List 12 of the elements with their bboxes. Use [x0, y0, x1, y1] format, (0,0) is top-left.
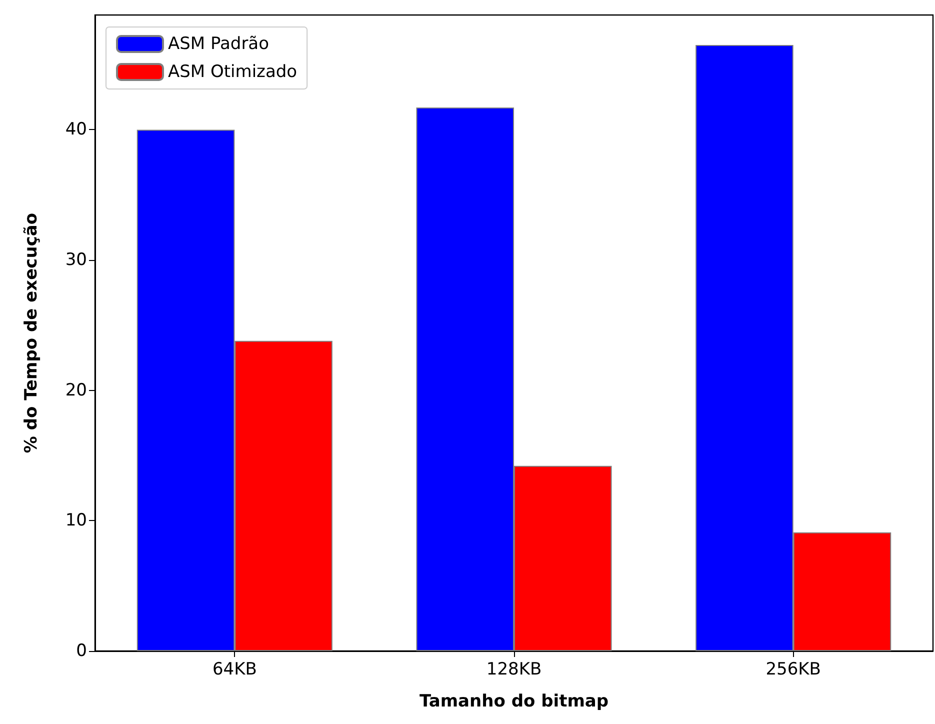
y-tick-label: 30	[65, 250, 87, 270]
y-tick-label: 40	[65, 120, 87, 140]
y-tick-label: 0	[76, 641, 87, 661]
x-tick-label: 64KB	[212, 660, 257, 680]
legend-label: ASM Padrão	[168, 34, 269, 54]
x-axis-title: Tamanho do bitmap	[419, 692, 609, 712]
y-tick-label: 10	[65, 510, 87, 531]
y-tick-label: 20	[65, 380, 87, 400]
x-tick-label: 128KB	[486, 660, 542, 680]
y-axis-title: % do Tempo de execução	[22, 212, 42, 454]
x-tick-label: 256KB	[766, 660, 821, 680]
legend-label: ASM Otimizado	[168, 62, 298, 82]
